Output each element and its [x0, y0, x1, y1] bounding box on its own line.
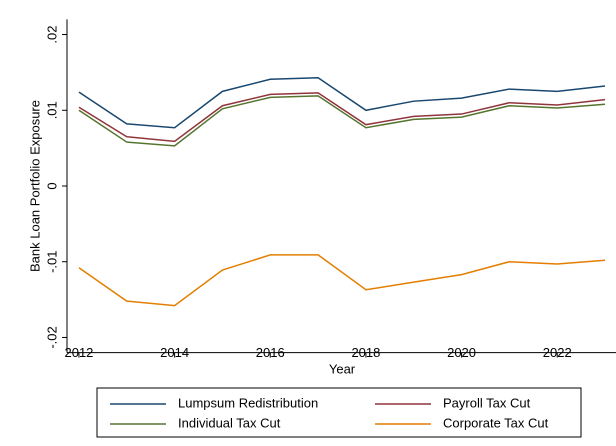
- y-tick-label: -.01: [44, 251, 59, 273]
- x-tick-label: 2012: [64, 345, 93, 360]
- y-tick-label: -.02: [44, 326, 59, 348]
- y-tick-label: .02: [44, 26, 59, 44]
- x-tick-label: 2018: [351, 345, 380, 360]
- x-tick-label: 2020: [447, 345, 476, 360]
- legend-label: Individual Tax Cut: [178, 415, 281, 430]
- y-tick-label: .01: [44, 101, 59, 119]
- x-axis-title: Year: [329, 361, 356, 376]
- series-line: [78, 92, 606, 143]
- y-tick-label: 0: [44, 182, 59, 189]
- series-line: [78, 76, 606, 129]
- series-line: [78, 254, 606, 307]
- x-tick-label: 2014: [160, 345, 189, 360]
- x-tick-label: 2022: [543, 345, 572, 360]
- legend-box: [96, 387, 582, 438]
- legend-label: Corporate Tax Cut: [443, 415, 549, 430]
- series-line: [78, 95, 606, 147]
- legend-label: Lumpsum Redistribution: [178, 395, 318, 410]
- y-axis-title: Bank Loan Portfolio Exposure: [27, 100, 42, 272]
- legend-label: Payroll Tax Cut: [443, 395, 531, 410]
- x-tick-label: 2016: [256, 345, 285, 360]
